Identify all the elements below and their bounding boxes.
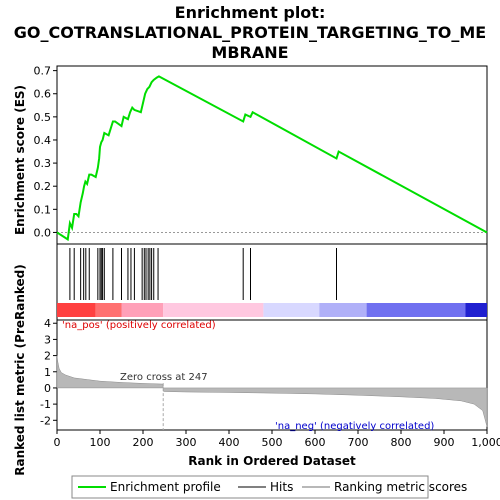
colorbar-segment-1 (95, 303, 122, 317)
x-tick-label-5: 500 (262, 436, 283, 449)
pos-correlated-label: 'na_pos' (positively correlated) (62, 320, 216, 331)
x-tick-label-9: 900 (434, 436, 455, 449)
es-y-tick-label-2: 0.2 (34, 180, 52, 193)
x-tick-label-8: 800 (391, 436, 412, 449)
colorbar-segment-3 (163, 303, 264, 317)
metric-y-tick-label-4: 2 (44, 350, 51, 363)
es-y-tick-label-1: 0.1 (34, 203, 52, 216)
metric-y-tick-label-3: 1 (44, 366, 51, 379)
metric-y-axis: -2 -1 0 1 2 3 4 (40, 317, 57, 427)
colorbar-segment-4 (263, 303, 320, 317)
x-axis: 0 100 200 300 400 500 600 700 800 900 1,000 (54, 430, 500, 449)
colorbar-segment-6 (366, 303, 466, 317)
x-tick-label-7: 700 (348, 436, 369, 449)
x-tick-label-4: 400 (219, 436, 240, 449)
es-y-axis-label: Enrichment score (ES) (13, 85, 27, 235)
enrichment-profile-line (56, 75, 488, 242)
x-axis-label: Rank in Ordered Dataset (188, 454, 356, 468)
hit-markers (69, 248, 337, 300)
colorbar-segment-5 (319, 303, 367, 317)
legend-hits-label: Hits (270, 480, 293, 494)
es-panel-frame (56, 65, 488, 245)
x-tick-label-2: 200 (133, 436, 154, 449)
legend-metric-label: Ranking metric scores (334, 480, 467, 494)
ranking-colorbar (57, 303, 487, 317)
metric-y-tick-label-0: -2 (40, 414, 51, 427)
colorbar-segment-2 (121, 303, 164, 317)
es-y-tick-label-3: 0.3 (34, 157, 52, 170)
es-y-tick-label-7: 0.7 (34, 65, 52, 78)
metric-y-tick-label-6: 4 (44, 317, 51, 330)
metric-y-tick-label-5: 3 (44, 333, 51, 346)
metric-y-tick-label-2: 0 (44, 382, 51, 395)
x-tick-label-10: 1,000 (471, 436, 500, 449)
metric-panel-frame (56, 319, 488, 431)
legend-enrichment-label: Enrichment profile (110, 480, 221, 494)
es-y-tick-label-0: 0.0 (34, 226, 52, 239)
es-y-axis: 0.0 0.1 0.2 0.3 0.4 0.5 0.6 0.7 (34, 65, 487, 239)
es-y-tick-label-5: 0.5 (34, 111, 52, 124)
neg-correlated-label: 'na_neg' (negatively correlated) (275, 421, 434, 432)
chart-title-line-2: GO_COTRANSLATIONAL_PROTEIN_TARGETING_TO_… (14, 23, 486, 42)
x-tick-label-3: 300 (176, 436, 197, 449)
ranking-metric-area (56, 355, 488, 427)
chart-title-line-1: Enrichment plot: (175, 3, 326, 22)
zero-cross-label: Zero cross at 247 (120, 372, 208, 383)
es-y-tick-label-4: 0.4 (34, 134, 52, 147)
metric-y-axis-label: Ranked list metric (PreRanked) (13, 264, 27, 476)
colorbar-segment-7 (465, 303, 487, 317)
x-tick-label-6: 600 (305, 436, 326, 449)
chart-title-line-3: MBRANE (211, 43, 288, 62)
colorbar-segment-0 (57, 303, 96, 317)
es-y-tick-label-6: 0.6 (34, 88, 52, 101)
x-tick-label-0: 0 (54, 436, 61, 449)
x-tick-label-1: 100 (90, 436, 111, 449)
metric-y-tick-label-1: -1 (40, 398, 51, 411)
